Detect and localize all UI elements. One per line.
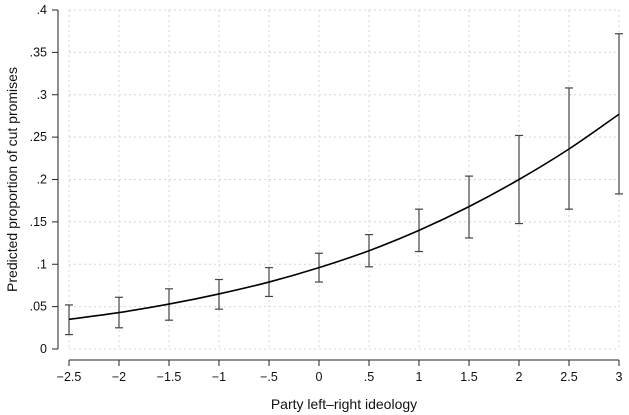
y-axis-title: Predicted proportion of cut promises (4, 67, 20, 292)
y-tick-label: .4 (37, 3, 47, 17)
y-tick-label: .05 (30, 300, 47, 314)
y-tick-label: .2 (37, 173, 47, 187)
grid-layer (68, 9, 620, 350)
error-bar (615, 33, 623, 195)
y-tick-label: .35 (30, 45, 47, 59)
ticks-layer: −2.5 −2 −1.5 −1 −.5 0 .5 1 1.5 2 2.5 3 0 .05 .1 .15 .2 .2… (30, 3, 623, 384)
x-tick-label: 3 (616, 370, 623, 384)
x-tick-label: 1.5 (460, 370, 477, 384)
y-tick-label: .3 (37, 88, 47, 102)
x-tick-label: .5 (364, 370, 374, 384)
curve-layer (68, 113, 620, 321)
y-tick-label: .25 (30, 130, 47, 144)
y-tick-label: 0 (40, 342, 47, 356)
x-tick-label: −1 (212, 370, 226, 384)
prediction-line (68, 113, 620, 321)
error-bar (65, 304, 73, 336)
error-bars (65, 33, 623, 336)
x-tick-label: −1.5 (157, 370, 182, 384)
x-tick-label: −.5 (260, 370, 278, 384)
x-axis-title: Party left–right ideology (271, 396, 417, 412)
x-tick-label: −2.5 (57, 370, 82, 384)
x-tick-label: 2 (516, 370, 523, 384)
x-tick-label: 0 (316, 370, 323, 384)
x-tick-label: −2 (112, 370, 126, 384)
y-tick-label: .15 (30, 215, 47, 229)
axes-layer (57, 10, 619, 361)
x-tick-label: 2.5 (560, 370, 577, 384)
x-tick-label: 1 (416, 370, 423, 384)
y-tick-label: .1 (37, 257, 47, 271)
